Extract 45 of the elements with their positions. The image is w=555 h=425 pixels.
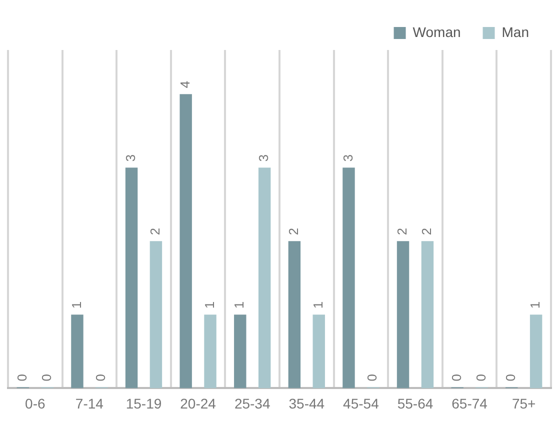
bar [421,241,434,388]
data-label: 3 [340,154,356,162]
bar [204,314,216,388]
legend-label: Man [502,24,529,40]
data-label: 0 [503,374,518,382]
data-label: 1 [310,301,326,309]
bar [180,94,192,388]
data-label: 0 [38,374,54,382]
data-label: 1 [68,301,84,309]
bar [530,314,542,388]
bar [234,314,246,388]
bar [312,314,325,388]
bar [125,168,138,388]
bar [71,314,84,388]
bar [342,168,355,388]
data-label: 4 [177,80,192,88]
data-label: 0 [14,374,30,382]
data-label: 0 [93,374,108,382]
data-label: 0 [473,374,488,382]
x-tick-label: 45-54 [343,395,380,412]
data-label: 2 [286,228,302,236]
data-label: 0 [448,374,464,382]
x-tick-label: 65-74 [452,395,488,412]
x-tick-label: 55-64 [397,395,434,412]
x-tick-label: 35-44 [288,395,325,412]
data-label: 1 [202,301,217,309]
data-label: 1 [232,301,247,309]
data-label: 2 [394,228,410,236]
x-tick-label: 0-6 [25,395,46,412]
data-label: 3 [256,154,272,162]
bar [150,241,162,388]
x-tick-label: 20-24 [180,395,216,412]
data-label: 2 [148,228,163,236]
data-label: 1 [528,301,543,309]
x-tick-label: 75+ [512,395,536,412]
bar [258,168,271,388]
legend-label: Woman [412,24,461,40]
bar [396,241,410,388]
bar [288,241,301,388]
data-label: 3 [123,154,138,162]
data-label: 0 [364,374,380,382]
x-tick-label: 15-19 [126,395,162,412]
data-label: 2 [419,228,434,236]
x-tick-label: 7-14 [75,395,104,412]
x-tick-label: 25-34 [234,395,270,412]
